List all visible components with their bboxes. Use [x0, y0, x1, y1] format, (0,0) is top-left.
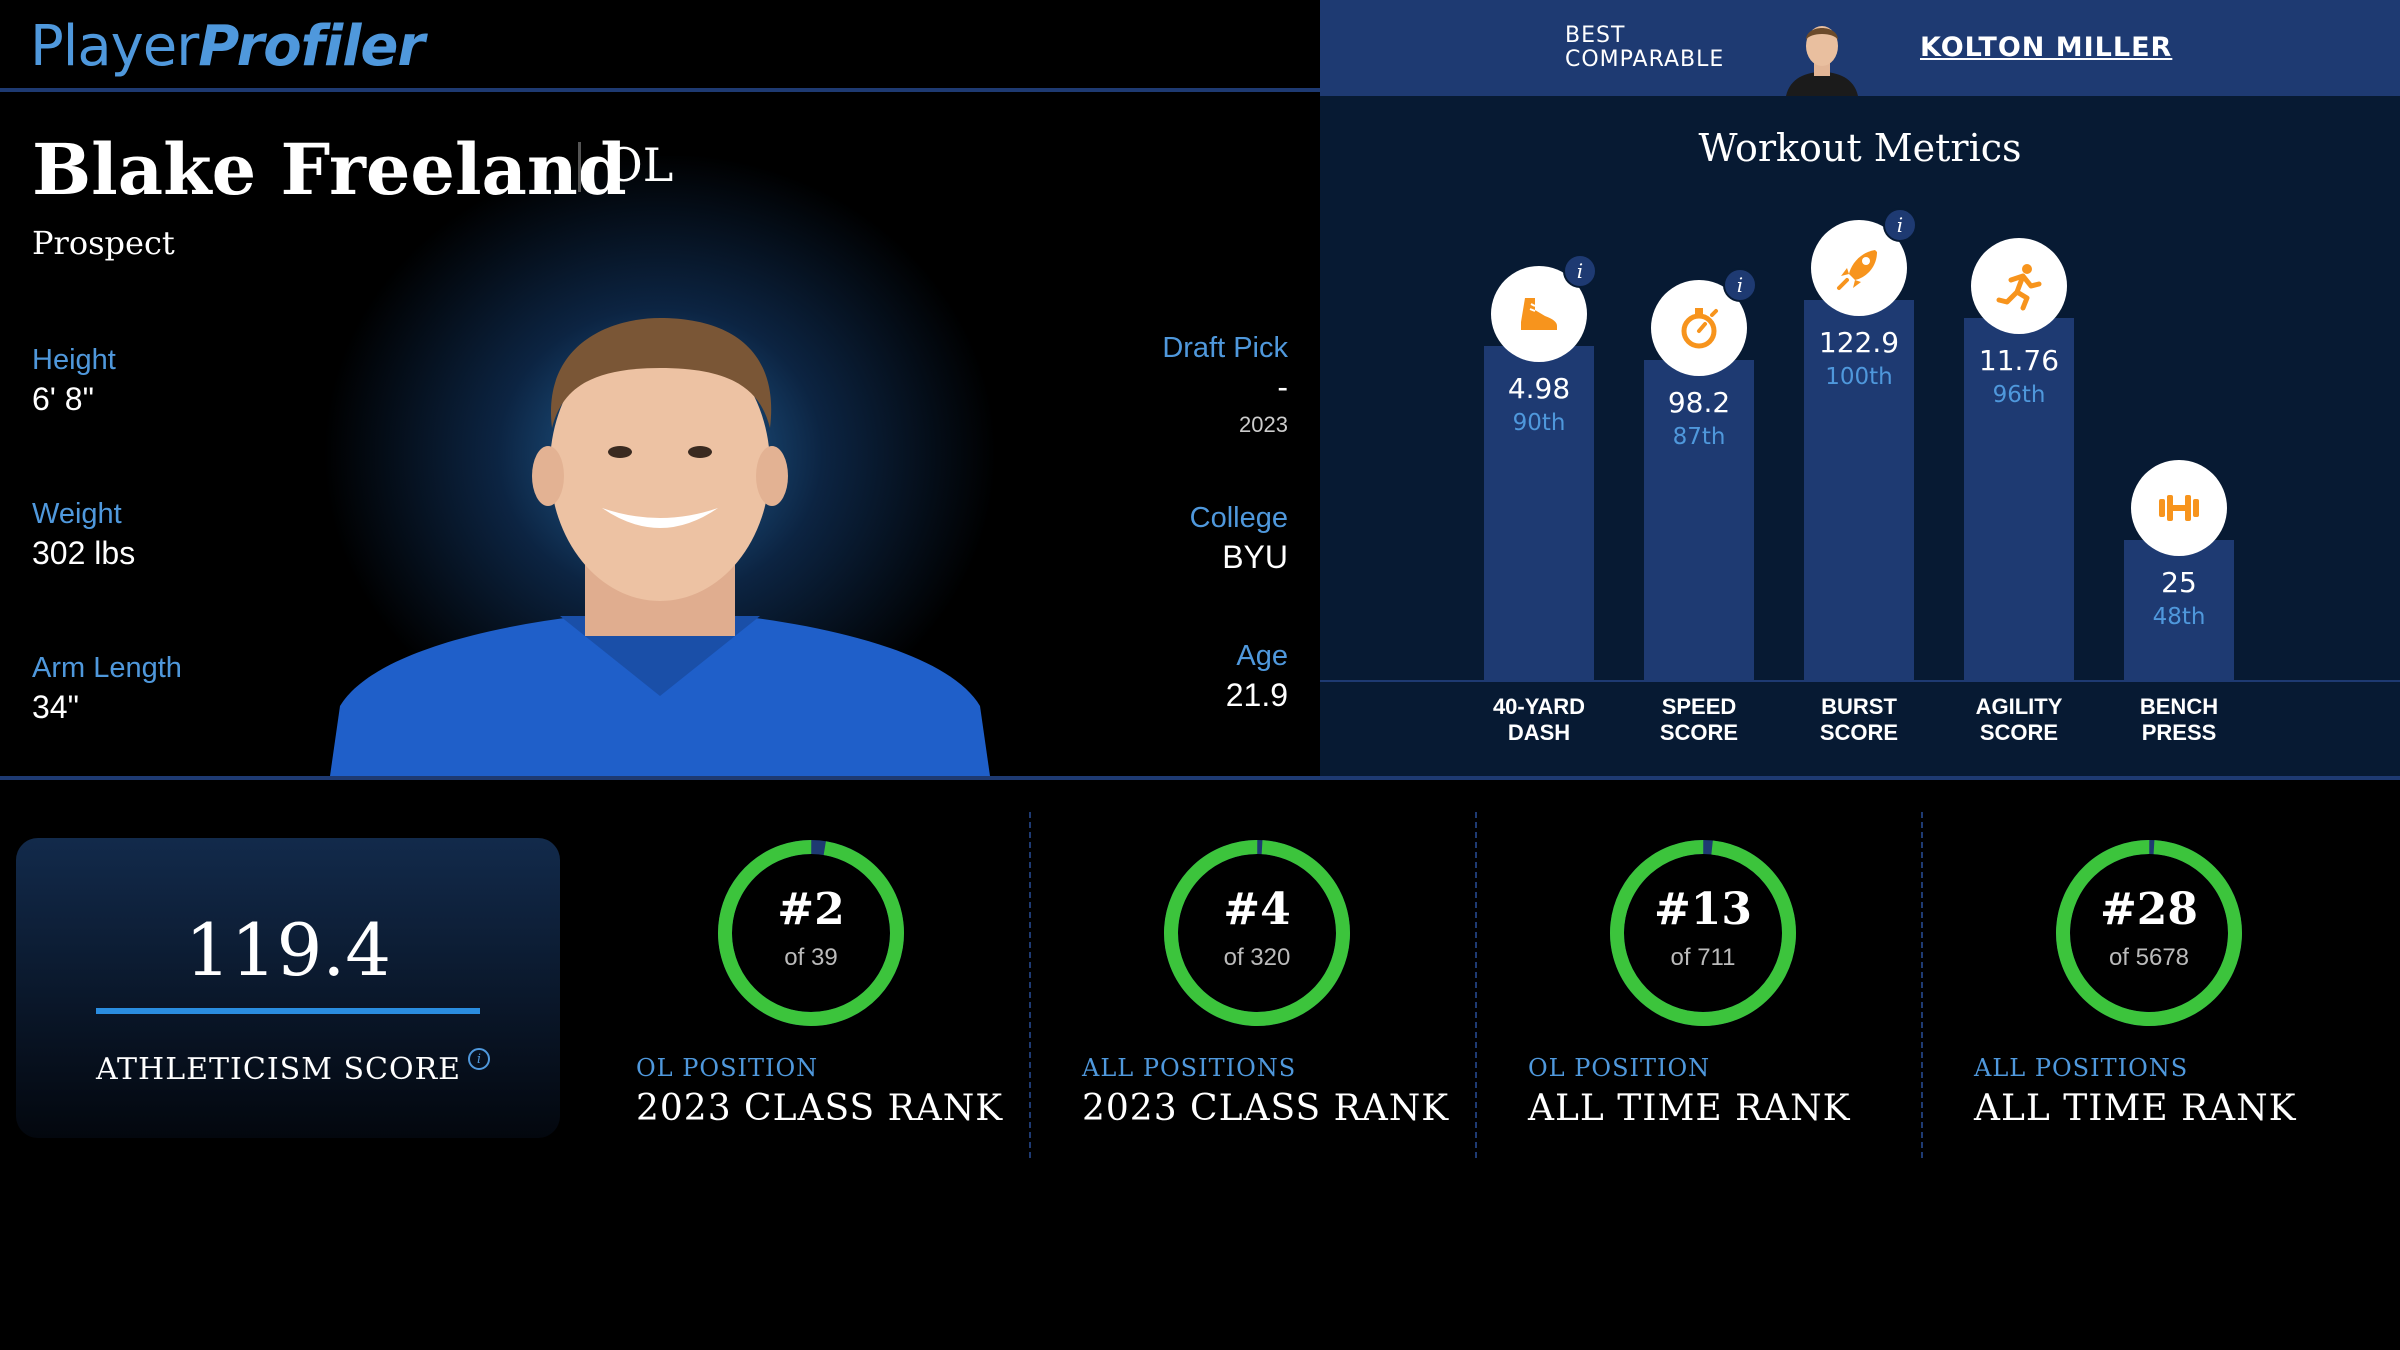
player-profiler-logo[interactable]: PlayerProfiler [30, 14, 425, 79]
dumbbell-icon [2131, 460, 2227, 556]
rank-scope-label: ALL POSITIONS [1082, 1054, 1297, 1082]
arm-length-stat: Arm Length 34" [32, 652, 182, 725]
player-position: OL [605, 138, 674, 192]
metric-value: 122.9 [1818, 326, 1900, 359]
rank-scope-label: OL POSITION [1528, 1054, 1711, 1082]
metric-category-label: BENCH PRESS [2139, 694, 2219, 745]
player-status: Prospect [32, 224, 175, 262]
player-panel: Blake Freeland OL Prospect Height 6' 8" … [0, 96, 1320, 776]
athleticism-underline [96, 1008, 480, 1014]
metric-category-label: SPEED SCORE [1659, 694, 1739, 745]
metric-value: 4.98 [1507, 372, 1571, 406]
metric-info-icon[interactable]: i [1883, 208, 1917, 242]
age-stat: Age 21.9 [1225, 640, 1288, 713]
rank-type-label: 2023 CLASS RANK [636, 1088, 1004, 1129]
workout-bar [1964, 318, 2074, 680]
section-divider [0, 776, 2400, 780]
rank-scope-label: ALL POSITIONS [1974, 1054, 2189, 1082]
metric-percentile: 90th [1512, 410, 1566, 437]
metric-value: 11.76 [1978, 344, 2060, 378]
metric-value: 98.2 [1667, 386, 1731, 419]
weight-stat: Weight 302 lbs [32, 498, 136, 571]
rank-card: #28 of 5678 ALL POSITIONS ALL TIME RANK [1974, 838, 2400, 1158]
rank-card: #13 of 711 OL POSITION ALL TIME RANK [1528, 838, 1974, 1158]
rank-number: #13 [1653, 884, 1753, 935]
metric-percentile: 87th [1672, 424, 1726, 450]
metric-category-label: AGILITY SCORE [1975, 694, 2063, 745]
bar-baseline [1320, 680, 2400, 682]
rank-type-label: 2023 CLASS RANK [1082, 1088, 1450, 1129]
rank-card: #2 of 39 OL POSITION 2023 CLASS RANK [636, 838, 1082, 1158]
workout-bar [1484, 346, 1594, 680]
athleticism-card: 119.4 ATHLETICISM SCORE i [16, 838, 560, 1138]
height-stat: Height 6' 8" [32, 344, 116, 417]
college-stat: College BYU [1189, 502, 1288, 575]
metric-percentile: 48th [2152, 604, 2206, 630]
comparable-player-photo [1786, 26, 1858, 96]
metric-category-label: 40-YARD DASH [1492, 694, 1586, 745]
comparable-player-link[interactable]: KOLTON MILLER [1920, 32, 2173, 63]
rank-number: #4 [1223, 884, 1291, 935]
workout-bar [1804, 300, 1914, 680]
rank-type-label: ALL TIME RANK [1974, 1088, 2297, 1129]
best-comparable-label: BEST COMPARABLE [1565, 23, 1725, 72]
rank-card: #4 of 320 ALL POSITIONS 2023 CLASS RANK [1082, 838, 1528, 1158]
rank-number: #28 [2099, 884, 2199, 935]
workout-bar [1644, 360, 1754, 680]
rank-ring [1164, 840, 1350, 1026]
rank-divider [1921, 812, 1923, 1158]
name-position-divider [578, 142, 581, 192]
logo-word-profiler: Profiler [198, 14, 425, 79]
rank-total: of 711 [1670, 944, 1736, 971]
rank-number: #2 [777, 884, 845, 935]
player-name: Blake Freeland [32, 128, 627, 211]
workout-bar [2124, 540, 2234, 680]
workout-metrics-panel: Workout Metrics i 4.98 90th 40-YARD DASH i 98.… [1320, 96, 2400, 776]
rank-ring [1610, 840, 1796, 1026]
rank-total: of 39 [784, 944, 838, 971]
rank-divider [1475, 812, 1477, 1158]
metric-category-label: BURST SCORE [1819, 694, 1899, 745]
top-bar: PlayerProfiler [0, 0, 1320, 92]
rank-divider [1029, 812, 1031, 1158]
runner-icon [1971, 238, 2067, 335]
metric-info-icon[interactable]: i [1563, 254, 1597, 289]
metric-percentile: 100th [1825, 364, 1893, 390]
rank-total: of 5678 [2108, 944, 2190, 971]
rank-total: of 320 [1223, 944, 1291, 971]
rank-scope-label: OL POSITION [636, 1054, 819, 1082]
metric-percentile: 96th [1992, 382, 2046, 409]
metric-value: 25 [2161, 566, 2197, 599]
rank-ring [718, 840, 904, 1026]
draft-pick-stat: Draft Pick - 2023 [1162, 332, 1288, 437]
rank-ring [2056, 839, 2242, 1026]
best-comparable-bar: BEST COMPARABLE KOLTON MILLER [1320, 0, 2400, 96]
athleticism-info-icon[interactable]: i [468, 1048, 490, 1070]
athleticism-score-value: 119.4 [184, 908, 392, 992]
player-portrait [330, 318, 990, 776]
logo-word-player: Player [30, 14, 199, 79]
athleticism-score-label: ATHLETICISM SCORE [96, 1052, 462, 1087]
workout-metrics-title: Workout Metrics [1698, 126, 2022, 170]
metric-info-icon[interactable]: i [1723, 268, 1757, 302]
rank-type-label: ALL TIME RANK [1528, 1088, 1851, 1129]
